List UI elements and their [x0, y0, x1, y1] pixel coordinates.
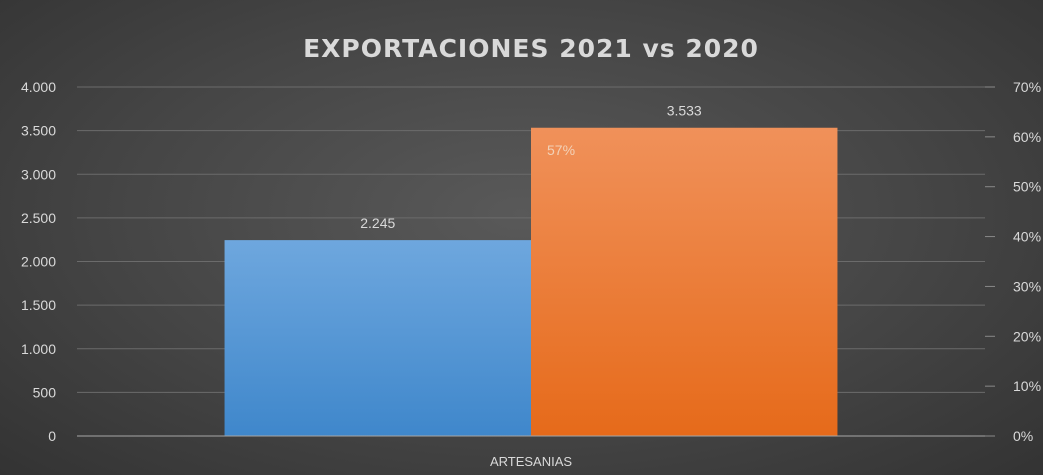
y-axis-left: 0 500 1.000 1.500 2.000 2.500 3.000 3.500 4.000: [21, 79, 56, 444]
bars: [224, 127, 838, 436]
x-tick-label: ARTESANIAS: [490, 454, 572, 469]
data-label: 3.533: [667, 103, 702, 119]
y2-tick-label: 50%: [1013, 179, 1041, 195]
y-tick-label: 500: [33, 384, 57, 400]
y-axis-right: 0% 10% 20% 30% 40% 50% 60% 70%: [985, 79, 1041, 444]
y-tick-label: 2.500: [21, 210, 56, 226]
y2-tick-label: 10%: [1013, 378, 1041, 394]
y2-tick-label: 20%: [1013, 328, 1041, 344]
data-label: 2.245: [360, 215, 395, 231]
y2-tick-label: 0%: [1013, 428, 1033, 444]
y2-tick-label: 70%: [1013, 79, 1041, 95]
y-tick-label: 3.500: [21, 123, 56, 139]
y-tick-label: 4.000: [21, 79, 56, 95]
y-tick-label: 1.000: [21, 341, 56, 357]
y2-tick-label: 30%: [1013, 278, 1041, 294]
data-labels: 2.245 3.533 57%: [360, 103, 702, 231]
chart-title: EXPORTACIONES 2021 vs 2020: [303, 34, 759, 63]
x-axis: ARTESANIAS: [77, 435, 985, 469]
y-tick-label: 1.500: [21, 297, 56, 313]
y-tick-label: 2.000: [21, 254, 56, 270]
y-tick-label: 0: [48, 428, 56, 444]
bar-series-2: [531, 127, 838, 436]
bar-series-1: [224, 240, 532, 436]
percentage-label: 57%: [547, 142, 575, 158]
y2-tick-label: 60%: [1013, 129, 1041, 145]
y-tick-label: 3.000: [21, 166, 56, 182]
y2-tick-label: 40%: [1013, 229, 1041, 245]
